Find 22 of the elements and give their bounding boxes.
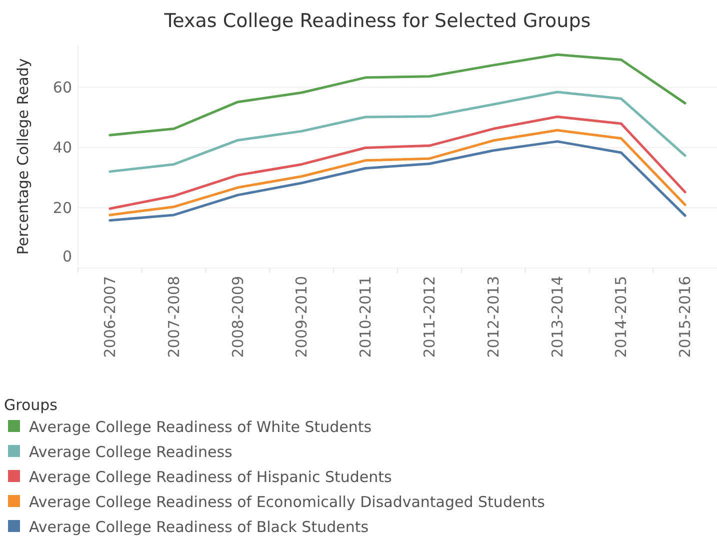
legend-label: Average College Readiness [29, 443, 233, 461]
legend-label: Average College Readiness of Hispanic Students [29, 468, 392, 486]
y-tick-label: 40 [52, 138, 72, 157]
x-tick-label: 2007-2008 [164, 276, 183, 358]
legend-title: Groups [4, 396, 58, 414]
legend-label: Average College Readiness of Black Students [29, 518, 369, 536]
y-tick-label: 0 [62, 247, 72, 266]
x-tick-label: 2009-2010 [292, 276, 311, 358]
chart-title: Texas College Readiness for Selected Groups [163, 10, 591, 32]
legend-label: Average College Readiness of White Students [29, 418, 372, 436]
x-tick-label: 2013-2014 [548, 276, 566, 358]
x-tick-label: 2010-2011 [356, 276, 375, 358]
x-tick-label: 2014-2015 [612, 276, 630, 358]
y-tick-label: 60 [52, 78, 72, 96]
x-tick-label: 2011-2012 [420, 276, 438, 358]
y-axis-title: Percentage College Ready [14, 58, 32, 255]
x-tick-label: 2006-2007 [100, 276, 119, 358]
x-tick-label: 2008-2009 [228, 276, 247, 358]
x-tick-label: 2015-2016 [676, 276, 694, 358]
y-tick-label: 20 [52, 198, 72, 217]
x-tick-label: 2012-2013 [484, 276, 502, 358]
legend-label: Average College Readiness of Economically Disadvantaged Students [29, 493, 546, 511]
